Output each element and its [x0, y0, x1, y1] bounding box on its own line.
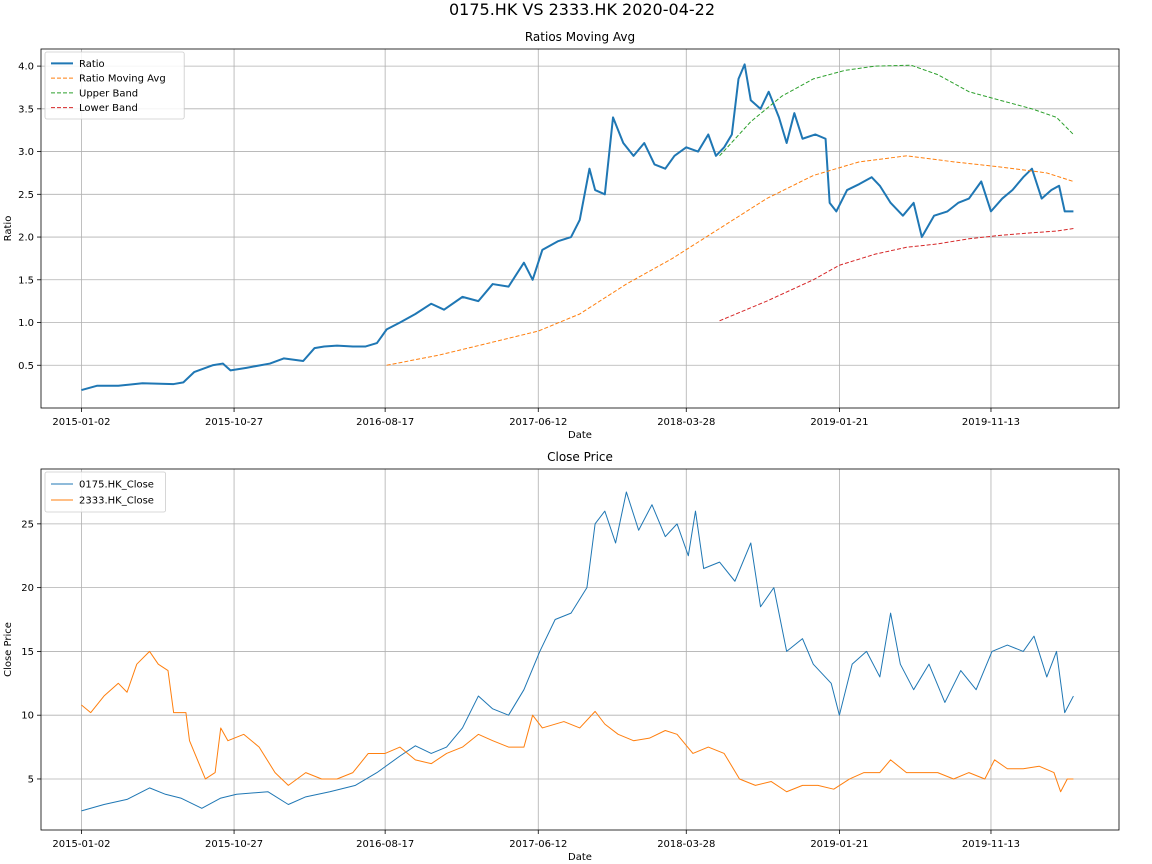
y-tick-label: 1.5	[18, 275, 34, 286]
x-tick-label: 2017-06-12	[509, 839, 567, 850]
y-tick-label: 5	[28, 774, 34, 785]
series-line-lower-band	[719, 228, 1074, 322]
chart-title: Ratios Moving Avg	[525, 30, 635, 44]
legend-label: 2333.HK_Close	[79, 496, 154, 507]
x-tick-label: 2018-03-28	[657, 839, 715, 850]
x-tick-label: 2015-10-27	[205, 417, 263, 428]
legend-label: Ratio Moving Avg	[79, 74, 166, 85]
legend-label: Ratio	[79, 59, 105, 70]
x-tick-label: 2017-06-12	[509, 417, 567, 428]
x-tick-label: 2015-01-02	[52, 839, 110, 850]
y-axis-label: Close Price	[3, 622, 14, 677]
y-tick-label: 3.0	[18, 147, 34, 158]
legend-label: 0175.HK_Close	[79, 480, 154, 491]
series-line-ratio	[81, 63, 1074, 392]
x-tick-label: 2016-08-17	[356, 417, 414, 428]
y-tick-label: 4.0	[18, 62, 34, 73]
axes-frame	[40, 48, 1120, 409]
legend: Ratio Ratio Moving Avg Upper Band Lower Ban…	[44, 51, 185, 120]
plot-area	[81, 63, 1074, 392]
axes-frame	[40, 468, 1120, 831]
x-axis-label: Date	[568, 852, 592, 863]
y-axis-label: Ratio	[3, 216, 14, 242]
series-line-0175-hk-close	[81, 491, 1074, 812]
legend-label: Upper Band	[79, 88, 138, 99]
y-tick-label: 10	[21, 711, 34, 722]
x-tick-label: 2019-01-21	[810, 417, 868, 428]
chart-title: Close Price	[547, 450, 613, 464]
x-tick-label: 2019-11-13	[962, 839, 1020, 850]
y-tick-label: 2.0	[18, 233, 34, 244]
series-line-ratio-moving-avg	[386, 155, 1074, 366]
y-tick-label: 2.5	[18, 190, 34, 201]
y-tick-label: 20	[21, 583, 34, 594]
legend: 0175.HK_Close 2333.HK_Close	[44, 471, 166, 513]
x-tick-label: 2019-01-21	[810, 839, 868, 850]
x-tick-label: 2015-01-02	[52, 417, 110, 428]
figure-title: 0175.HK VS 2333.HK 2020-04-22	[449, 0, 715, 19]
legend-box	[44, 471, 166, 513]
plot-area	[81, 491, 1074, 812]
legend-box	[44, 51, 185, 120]
legend-label: Lower Band	[79, 103, 138, 114]
y-tick-label: 0.5	[18, 361, 34, 372]
y-tick-label: 15	[21, 647, 34, 658]
y-tick-label: 25	[21, 519, 34, 530]
close-price-chart: Close Price 2015-01-02 2015-10-27 2016-08-1…	[3, 450, 1120, 863]
x-tick-label: 2019-11-13	[962, 417, 1020, 428]
x-tick-label: 2015-10-27	[205, 839, 263, 850]
x-tick-label: 2016-08-17	[356, 839, 414, 850]
x-axis-label: Date	[568, 430, 592, 441]
x-tick-label: 2018-03-28	[657, 417, 715, 428]
ratio-chart: Ratios Moving Avg 2015-01-02 2015-10-27 201…	[3, 30, 1120, 441]
series-line-2333-hk-close	[81, 650, 1074, 793]
y-tick-label: 3.5	[18, 104, 34, 115]
y-tick-label: 1.0	[18, 318, 34, 329]
series-line-upper-band	[719, 64, 1074, 157]
